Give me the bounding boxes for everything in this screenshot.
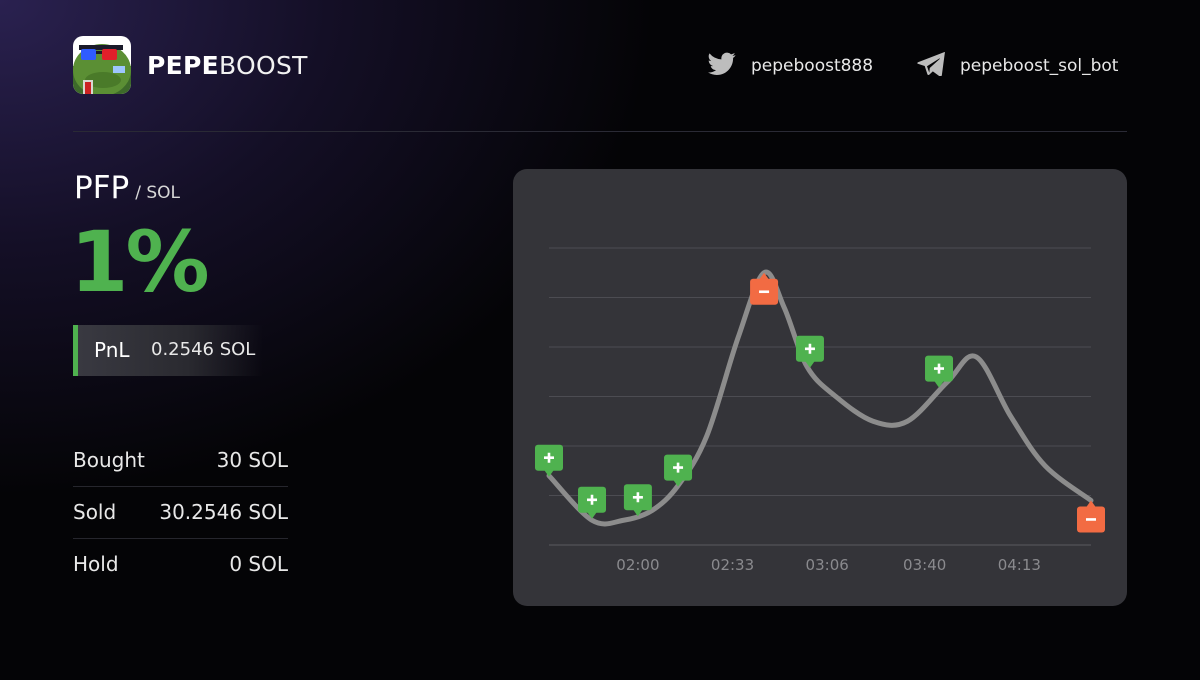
pnl-percent: 1% [70,213,210,311]
plus-icon [587,494,598,505]
plus-icon [673,462,684,473]
buy-marker-pointer [544,469,554,477]
sell-marker [750,272,779,305]
plus-icon [804,343,815,354]
stat-row-sold: Sold 30.2546 SOL [73,487,288,537]
sell-marker-pointer [1086,500,1096,508]
sell-marker-pointer [759,272,770,280]
pnl-box: PnL 0.2546 SOL [73,325,263,376]
telegram-link[interactable]: pepeboost_sol_bot [917,51,1119,81]
stat-value: 30.2546 SOL [159,500,288,524]
pnl-accent-bar [73,325,78,376]
x-tick-label: 03:06 [806,556,849,574]
telegram-plane-icon [917,51,945,81]
twitter-link[interactable]: pepeboost888 [708,52,873,80]
header-divider [73,131,1127,132]
buy-marker [925,355,954,388]
stat-divider [73,486,288,487]
plus-icon [632,492,643,503]
buy-marker [535,444,563,477]
buy-marker-pointer [587,511,598,519]
stat-value: 0 SOL [229,552,288,576]
sell-marker [1077,500,1105,533]
x-tick-label: 04:13 [998,556,1041,574]
stat-value: 30 SOL [216,448,288,472]
twitter-bird-icon [708,52,736,81]
plus-icon [544,452,554,463]
buy-marker-pointer [934,380,945,388]
stat-label: Hold [73,552,119,576]
buy-marker [664,454,693,487]
price-chart-panel: 02:00 02:33 03:06 03:40 04:13 [513,169,1127,606]
buy-marker [795,335,824,368]
pepeboost-logo [73,36,131,94]
x-tick-label: 03:40 [903,556,946,574]
token-pair: PFP / SOL [74,170,180,206]
pepe-avatar-icon [73,36,131,94]
telegram-handle: pepeboost_sol_bot [960,56,1119,76]
brand-name: PEPEBOOST [147,51,308,81]
x-tick-label: 02:00 [616,556,659,574]
quote-currency: / SOL [135,183,180,203]
price-line [546,269,1094,527]
token-symbol: PFP [74,170,130,206]
x-tick-label: 02:33 [711,556,754,574]
buy-marker [578,486,607,519]
pnl-label: PnL [94,338,130,362]
twitter-handle: pepeboost888 [751,56,874,76]
stat-label: Sold [73,500,117,524]
stat-row-hold: Hold 0 SOL [73,539,288,589]
buy-marker [623,484,652,517]
buy-marker-pointer [632,509,643,517]
stat-row-bought: Bought 30 SOL [73,435,288,485]
buy-marker-pointer [804,360,815,368]
pnl-value: 0.2546 SOL [151,339,256,360]
buy-marker-pointer [673,479,684,487]
stat-divider [73,538,288,539]
brand-name-light: BOOST [219,51,308,80]
stat-label: Bought [73,448,145,472]
price-chart: 02:00 02:33 03:06 03:40 04:13 [535,247,1105,574]
brand-name-bold: PEPE [147,51,220,80]
plus-icon [934,363,945,374]
